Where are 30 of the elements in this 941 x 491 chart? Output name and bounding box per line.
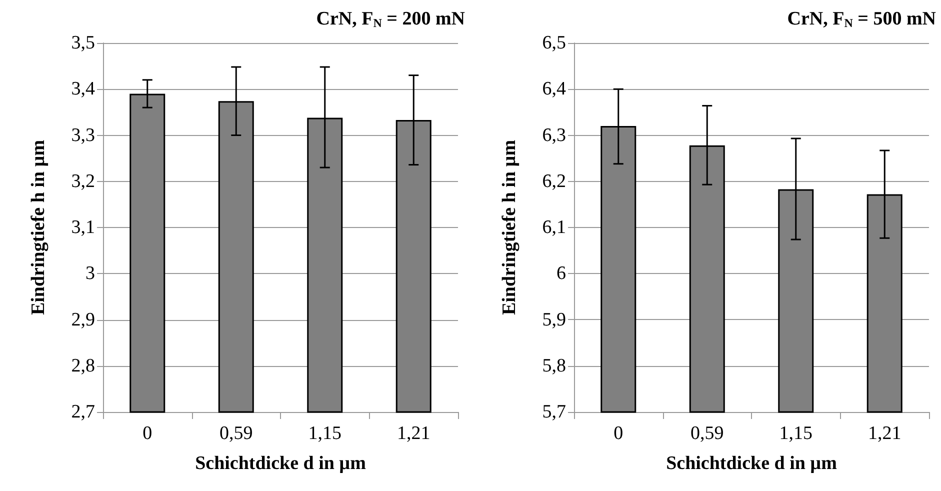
y-tick-label: 2,8 — [71, 355, 95, 376]
y-tick-label: 3,4 — [71, 78, 96, 100]
y-tick-label: 5,7 — [542, 402, 566, 422]
y-tick-label: 3,2 — [71, 170, 95, 192]
y-tick-label: 6 — [556, 263, 566, 284]
y-axis-title: Eindringtiefe h in µm — [28, 140, 49, 316]
y-tick-label: 6,3 — [542, 124, 566, 146]
y-tick-label: 6,2 — [542, 170, 566, 192]
y-tick-label: 6,5 — [542, 32, 566, 54]
y-tick-label: 6,4 — [542, 78, 566, 100]
y-tick-label: 3,3 — [71, 124, 95, 146]
x-tick-label: 0,59 — [220, 423, 253, 444]
y-tick-label: 3,5 — [71, 32, 95, 54]
x-axis-title: Schichtdicke d in µm — [666, 453, 838, 474]
x-tick-label: 0 — [142, 423, 152, 444]
x-tick-label: 0,59 — [690, 423, 724, 444]
x-tick-label: 1,15 — [308, 423, 342, 444]
y-tick-label: 6,1 — [542, 217, 566, 238]
y-tick-label: 5,9 — [542, 309, 566, 330]
y-tick-label: 3,1 — [71, 217, 95, 238]
y-tick-label: 3 — [86, 263, 95, 284]
x-axis-title: Schichtdicke d in µm — [195, 453, 366, 474]
x-tick-label: 0 — [614, 423, 624, 444]
x-tick-label: 1,21 — [397, 423, 430, 444]
y-tick-label: 5,8 — [542, 355, 566, 376]
y-axis-title: Eindringtiefe h in µm — [499, 140, 520, 316]
x-tick-label: 1,15 — [779, 423, 812, 444]
x-tick-label: 1,21 — [868, 423, 902, 444]
y-tick-label: 2,7 — [71, 402, 95, 422]
y-tick-label: 2,9 — [71, 309, 95, 330]
